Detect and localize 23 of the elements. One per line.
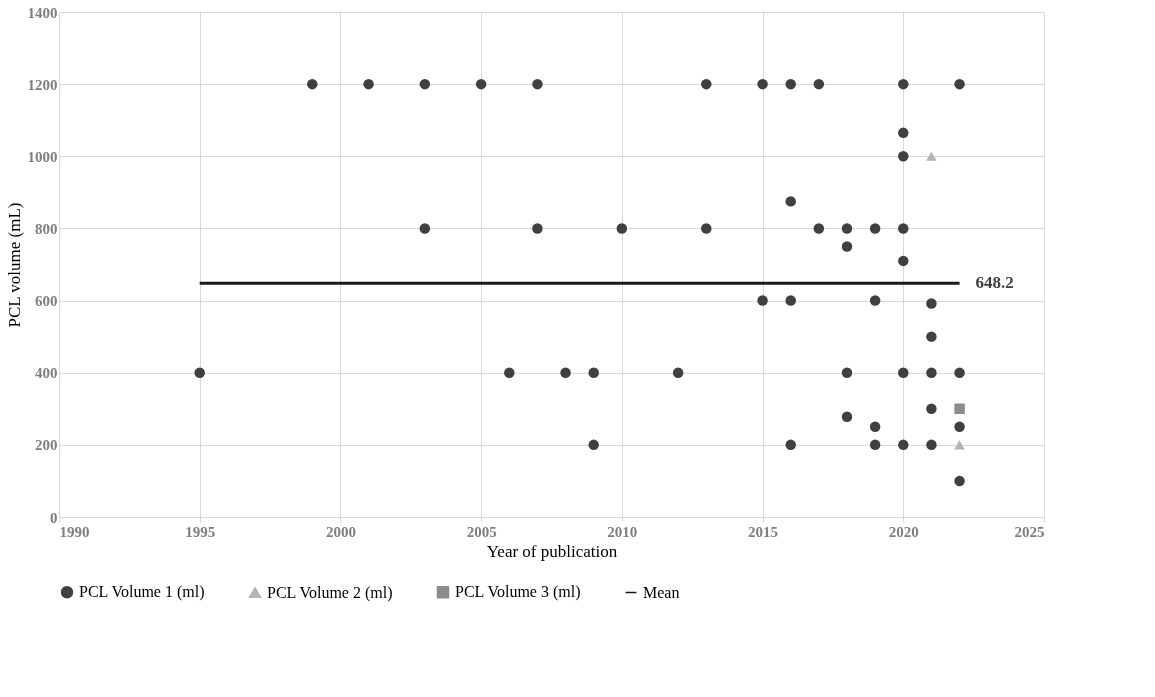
legend-label: PCL Volume 1 (ml)	[79, 583, 205, 602]
legend-label: PCL Volume 3 (ml)	[455, 583, 581, 602]
annotation: 648.2	[975, 273, 1014, 293]
y-tick-label: 0	[50, 509, 58, 526]
x-tick-label: 2015	[748, 523, 779, 540]
x-axis-title: Year of publication	[486, 541, 618, 561]
x-tick-label: 1995	[185, 523, 216, 540]
y-tick-label: 800	[35, 220, 58, 237]
x-tick-label: 2000	[325, 523, 356, 540]
legend-label: Mean	[643, 583, 680, 601]
x-tick-label: 2010	[607, 523, 638, 540]
y-tick-label: 400	[35, 365, 58, 382]
y-tick-label: 1400	[27, 4, 58, 21]
x-tick-label: 2020	[888, 523, 919, 540]
legend-label: PCL Volume 2 (ml)	[267, 583, 393, 602]
y-axis-title: PCL volume (mL)	[4, 202, 24, 328]
y-tick-label: 200	[35, 437, 58, 454]
x-tick-label: 2025	[1014, 523, 1045, 540]
x-tick-label: 1990	[59, 523, 90, 540]
y-tick-label: 1200	[27, 76, 58, 93]
y-tick-label: 600	[35, 293, 58, 310]
y-tick-label: 1000	[27, 148, 58, 165]
x-tick-label: 2005	[466, 523, 497, 540]
